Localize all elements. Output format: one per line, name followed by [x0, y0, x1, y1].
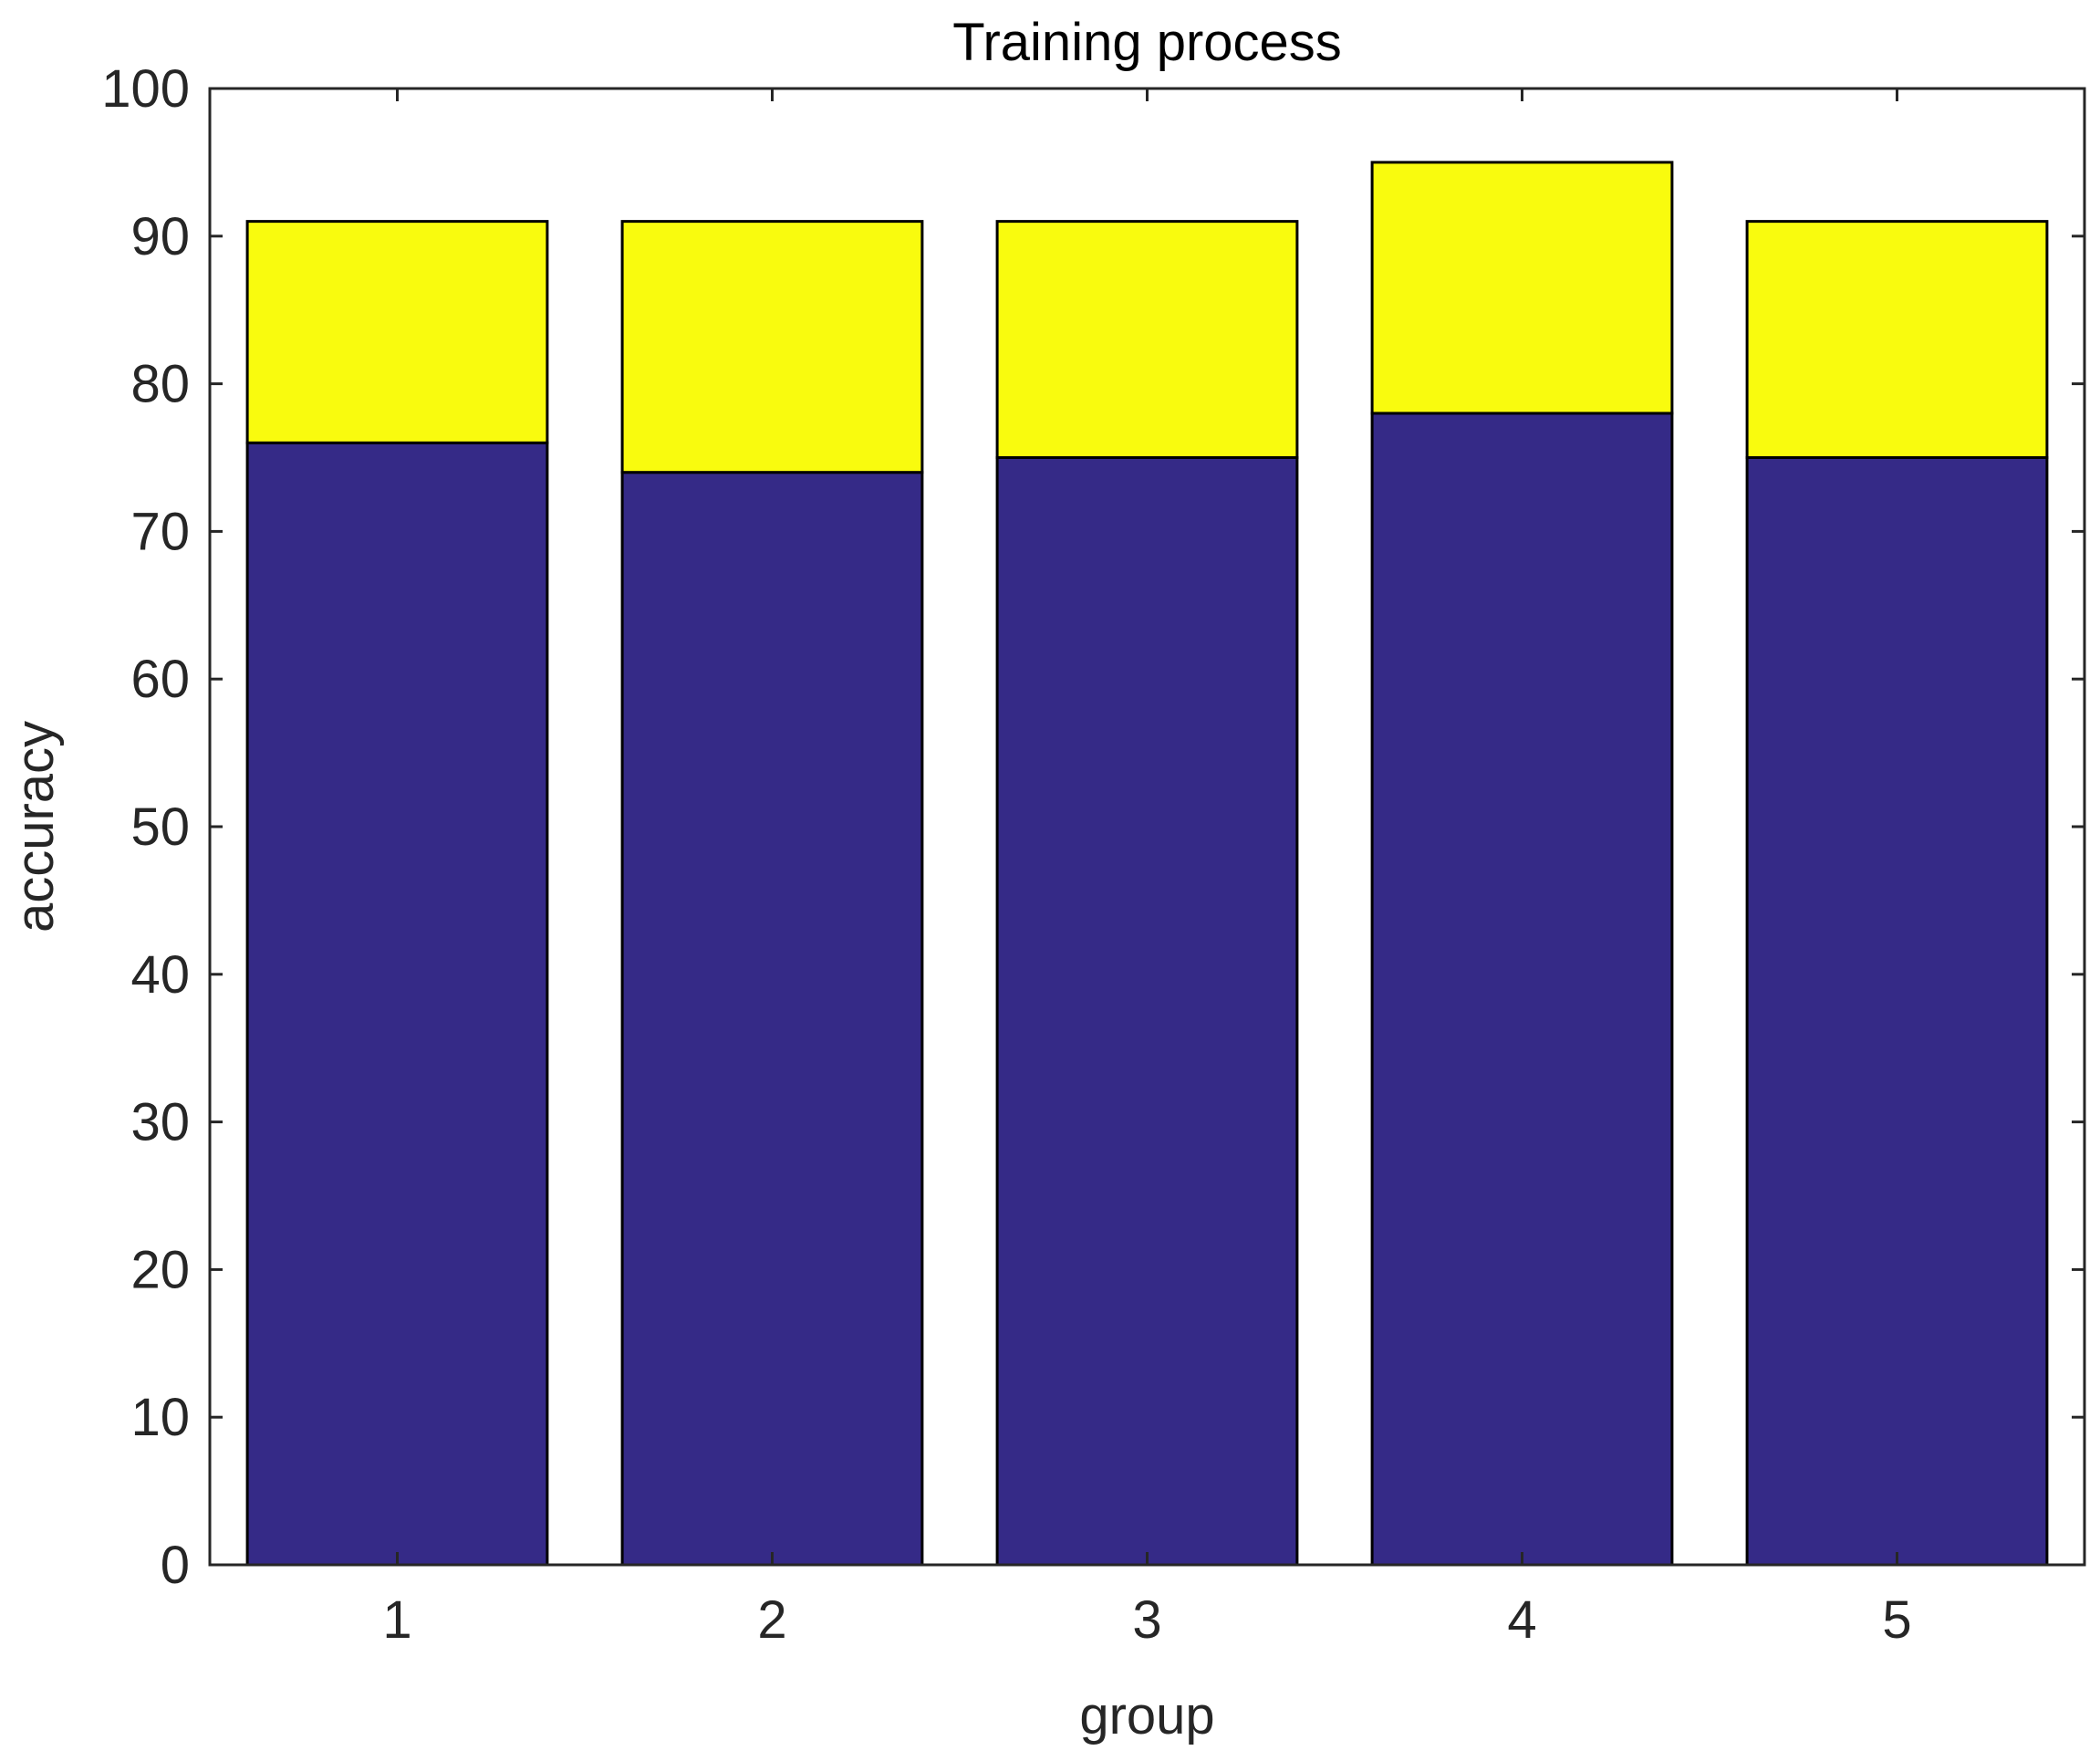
x-axis-label: group [1079, 1686, 1214, 1745]
y-tick-label: 40 [130, 945, 190, 1005]
y-tick-label: 70 [130, 502, 190, 561]
y-tick-label: 100 [101, 59, 190, 119]
x-tick-label: 1 [382, 1590, 411, 1650]
bar-series2-group-3 [995, 220, 1299, 459]
x-tick-label: 5 [1882, 1590, 1911, 1650]
y-tick-label: 80 [130, 355, 190, 414]
y-axis-label: accuracy [5, 721, 65, 933]
x-tick-label: 4 [1507, 1590, 1536, 1650]
bar-series2-group-2 [620, 220, 924, 474]
x-tick-label: 3 [1132, 1590, 1161, 1650]
chart-title: Training process [952, 13, 1342, 72]
bar-series2-group-4 [1370, 161, 1674, 415]
bar-series2-group-5 [1745, 220, 2049, 459]
y-tick-label: 20 [130, 1240, 190, 1299]
bar-series2-group-1 [245, 220, 549, 444]
y-tick-label: 60 [130, 650, 190, 709]
bar-series1-group-4 [1370, 412, 1674, 1567]
bars-layer [245, 161, 2049, 1567]
y-tick-label: 0 [161, 1536, 190, 1595]
bar-series1-group-1 [245, 441, 549, 1567]
bar-series1-group-5 [1745, 456, 2049, 1567]
ticks-layer: 0 10 20 30 40 50 60 70 80 90 100 1 2 3 4 5 [101, 59, 2084, 1650]
bar-series1-group-3 [995, 456, 1299, 1567]
bar-series1-group-2 [620, 471, 924, 1567]
y-tick-label: 30 [130, 1093, 190, 1152]
x-tick-label: 2 [757, 1590, 786, 1650]
y-tick-label: 10 [130, 1388, 190, 1447]
y-tick-label: 50 [130, 797, 190, 857]
y-tick-label: 90 [130, 207, 190, 266]
